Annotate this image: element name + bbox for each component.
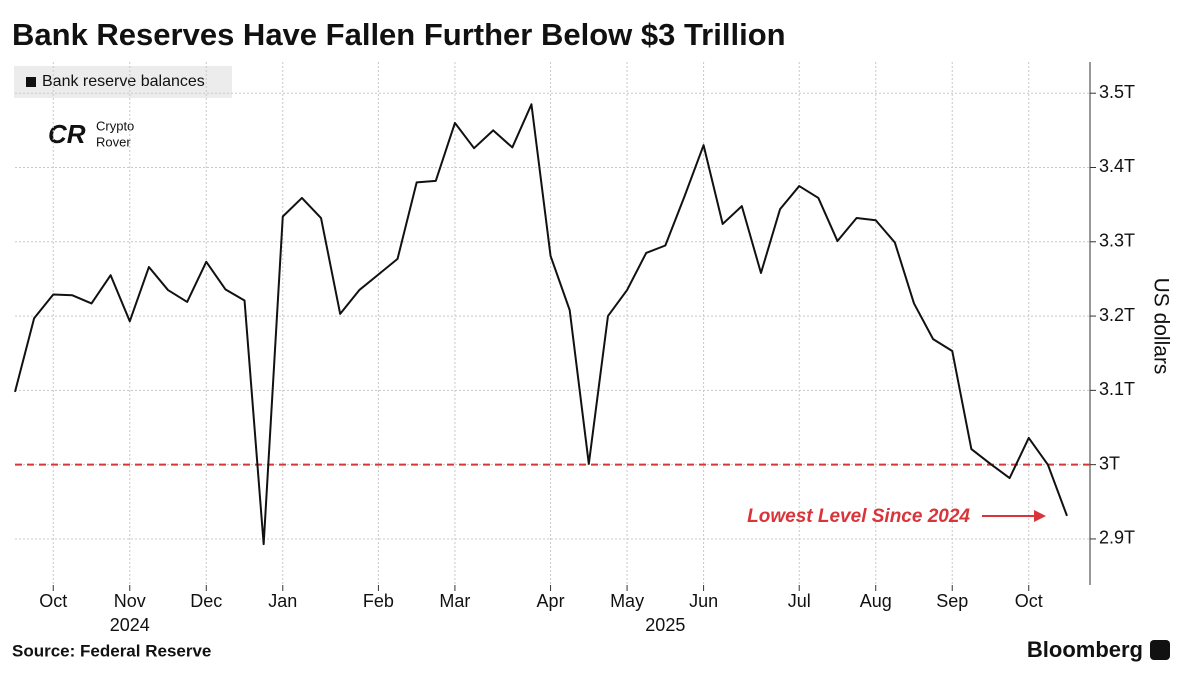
year-label: 2025 — [645, 615, 685, 635]
series-line — [14, 103, 1068, 546]
x-tick-label: Oct — [39, 591, 67, 611]
y-tick-label: 3.2T — [1099, 305, 1135, 325]
year-label: 2024 — [110, 615, 150, 635]
watermark-logo: CR — [48, 119, 86, 149]
annotation-arrowhead — [1034, 510, 1046, 522]
y-tick-label: 3.4T — [1099, 156, 1135, 176]
chart-title: Bank Reserves Have Fallen Further Below … — [12, 17, 786, 52]
legend-label: Bank reserve balances — [42, 73, 205, 90]
y-tick-label: 3.1T — [1099, 379, 1135, 399]
y-axis-label: US dollars — [1149, 278, 1172, 375]
y-tick-label: 3.3T — [1099, 231, 1135, 251]
y-tick-label: 3.5T — [1099, 82, 1135, 102]
x-tick-label: Jul — [788, 591, 811, 611]
y-tick-label: 2.9T — [1099, 528, 1135, 548]
x-tick-label: May — [610, 591, 644, 611]
y-tick-label: 3T — [1099, 453, 1120, 473]
legend-box — [14, 66, 232, 98]
x-tick-label: Nov — [114, 591, 146, 611]
brand: Bloomberg — [1027, 637, 1143, 662]
source: Source: Federal Reserve — [12, 641, 211, 660]
x-tick-label: Aug — [860, 591, 892, 611]
watermark: CR Crypto Rover — [48, 118, 134, 149]
x-tick-label: Apr — [537, 591, 565, 611]
x-tick-label: Mar — [439, 591, 470, 611]
x-tick-label: Dec — [190, 591, 222, 611]
watermark-text: Rover — [96, 134, 131, 149]
brand-icon — [1150, 640, 1170, 660]
annotation: Lowest Level Since 2024 — [747, 506, 970, 527]
x-tick-label: Oct — [1015, 591, 1043, 611]
watermark-text: Crypto — [96, 118, 134, 133]
x-tick-label: Jan — [268, 591, 297, 611]
x-tick-label: Jun — [689, 591, 718, 611]
x-tick-label: Sep — [936, 591, 968, 611]
legend-swatch — [26, 77, 36, 87]
x-tick-label: Feb — [363, 591, 394, 611]
